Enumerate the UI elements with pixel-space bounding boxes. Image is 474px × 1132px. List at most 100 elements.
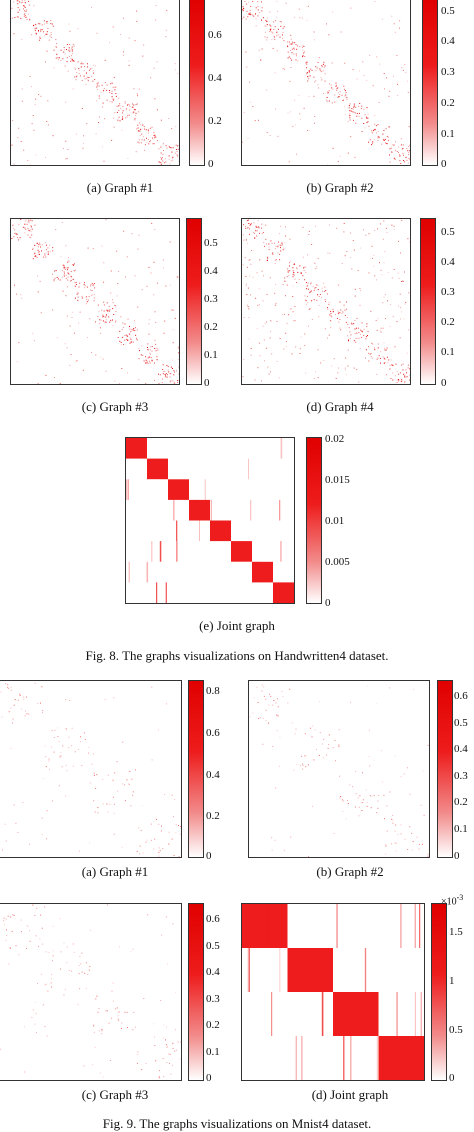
heatmap-cell bbox=[53, 955, 54, 956]
heatmap-cell bbox=[39, 40, 40, 41]
heatmap-cell bbox=[290, 44, 291, 45]
heatmap-cell bbox=[267, 294, 268, 295]
heatmap-cell bbox=[123, 110, 124, 111]
heatmap-cell bbox=[272, 253, 273, 254]
heatmap-cell bbox=[294, 320, 295, 321]
heatmap-cell bbox=[149, 141, 150, 142]
heatmap-cell bbox=[99, 86, 100, 87]
heatmap-cell bbox=[37, 275, 38, 276]
heatmap-cell bbox=[141, 1069, 142, 1070]
heatmap-cell bbox=[146, 1063, 147, 1064]
heatmap-cell bbox=[67, 286, 68, 287]
heatmap-cell bbox=[21, 298, 22, 299]
heatmap-cell bbox=[68, 71, 69, 72]
heatmap-cell bbox=[5, 824, 6, 825]
heatmap-cell bbox=[26, 220, 27, 221]
heatmap-cell bbox=[21, 709, 22, 710]
heatmap-cell bbox=[386, 128, 387, 129]
heatmap-cell bbox=[167, 374, 168, 375]
heatmap-cell bbox=[122, 742, 123, 743]
heatmap-cell bbox=[302, 50, 303, 51]
heatmap-cell bbox=[317, 67, 318, 68]
heatmap-cell bbox=[400, 163, 401, 164]
heatmap-cell bbox=[348, 339, 349, 340]
heatmap-cell bbox=[274, 243, 275, 244]
heatmap-cell bbox=[63, 265, 64, 266]
heatmap-cell bbox=[127, 117, 128, 118]
heatmap-cell bbox=[407, 238, 408, 239]
heatmap-cell bbox=[339, 312, 340, 313]
heatmap-cell bbox=[384, 73, 385, 74]
heatmap-cell bbox=[104, 304, 105, 305]
heatmap-cell bbox=[406, 157, 407, 158]
heatmap-cell bbox=[245, 257, 246, 258]
heatmap-cell bbox=[108, 811, 109, 812]
heatmap-cell bbox=[95, 998, 96, 999]
heatmap-cell bbox=[175, 69, 176, 70]
heatmap-cell bbox=[308, 764, 309, 765]
heatmap-cell bbox=[131, 233, 132, 234]
heatmap-cell bbox=[38, 383, 39, 384]
heatmap-cell bbox=[4, 918, 5, 919]
heatmap-cell bbox=[392, 144, 393, 145]
heatmap-cell bbox=[55, 229, 56, 230]
heatmap-block bbox=[126, 438, 147, 459]
heatmap-cell bbox=[338, 313, 339, 314]
heatmap-cell bbox=[308, 856, 309, 857]
heatmap-cell bbox=[165, 158, 166, 159]
heatmap-cell bbox=[159, 383, 160, 384]
heatmap-cell bbox=[155, 322, 156, 323]
heatmap-cell bbox=[68, 274, 69, 275]
heatmap-cell bbox=[316, 266, 317, 267]
heatmap-cell bbox=[319, 69, 320, 70]
heatmap-cell bbox=[365, 948, 366, 992]
heatmap-cell bbox=[259, 304, 260, 305]
heatmap-cell bbox=[403, 155, 404, 156]
heatmap-cell bbox=[252, 106, 253, 107]
heatmap-cell bbox=[130, 951, 131, 952]
heatmap-cell bbox=[372, 258, 373, 259]
heatmap-cell bbox=[129, 329, 130, 330]
heatmap-cell bbox=[21, 931, 22, 932]
heatmap-cell bbox=[18, 239, 19, 240]
heatmap-cell bbox=[280, 541, 281, 562]
colorbar-exponent: ×10-3 bbox=[441, 893, 463, 907]
heatmap-cell bbox=[155, 311, 156, 312]
heatmap-cell bbox=[54, 737, 55, 738]
heatmap-cell bbox=[393, 365, 394, 366]
heatmap-cell bbox=[374, 124, 375, 125]
heatmap-cell bbox=[163, 143, 164, 144]
heatmap-cell bbox=[147, 347, 148, 348]
heatmap-cell bbox=[125, 277, 126, 278]
heatmap-cell bbox=[102, 1030, 103, 1031]
heatmap-cell bbox=[172, 160, 173, 161]
heatmap-cell bbox=[145, 356, 146, 357]
heatmap-cell bbox=[6, 929, 7, 930]
heatmap-cell bbox=[284, 242, 285, 243]
heatmap-cell bbox=[39, 244, 40, 245]
heatmap-cell bbox=[401, 138, 402, 139]
heatmap-cell bbox=[379, 137, 380, 138]
heatmap-cell bbox=[138, 142, 139, 143]
heatmap-cell bbox=[146, 138, 147, 139]
heatmap-cell bbox=[277, 50, 278, 51]
heatmap-cell bbox=[41, 312, 42, 313]
heatmap-cell bbox=[74, 61, 75, 62]
heatmap-cell bbox=[270, 331, 271, 332]
heatmap-cell bbox=[153, 1023, 154, 1024]
heatmap-cell bbox=[279, 500, 280, 521]
heatmap-cell bbox=[371, 356, 372, 357]
heatmap-cell bbox=[359, 815, 360, 816]
heatmap-cell bbox=[29, 930, 30, 931]
heatmap-cell bbox=[325, 328, 326, 329]
heatmap-cell bbox=[250, 225, 251, 226]
heatmap-cell bbox=[87, 301, 88, 302]
heatmap-cell bbox=[356, 333, 357, 334]
heatmap-cell bbox=[400, 337, 401, 338]
heatmap-cell bbox=[53, 950, 54, 951]
heatmap-cell bbox=[156, 819, 157, 820]
heatmap-cell bbox=[353, 107, 354, 108]
heatmap-cell bbox=[127, 372, 128, 373]
heatmap-cell bbox=[408, 329, 409, 330]
heatmap-cell bbox=[378, 347, 379, 348]
